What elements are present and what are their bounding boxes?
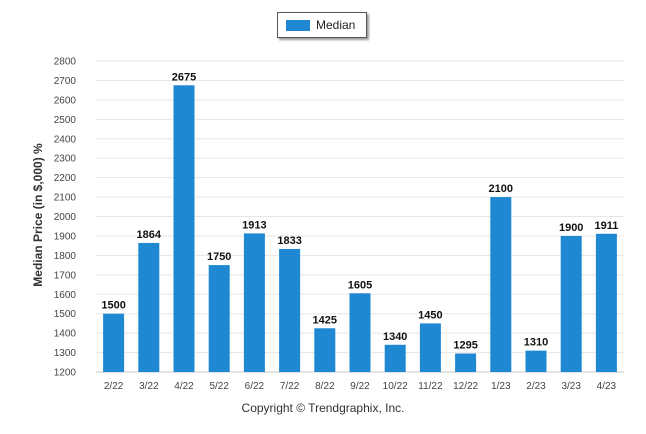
data-label: 1864 [137, 229, 162, 241]
y-tick-label: 2700 [54, 76, 77, 87]
bar-4-23 [595, 233, 617, 372]
x-tick-label: 6/22 [245, 381, 265, 392]
x-axis-ticks: 2/22 3/22 4/22 5/22 6/22 7/22 8/22 9/22 10/22 11/… [104, 381, 617, 392]
data-label: 1295 [453, 340, 477, 352]
y-tick-label: 2000 [54, 212, 77, 223]
x-tick-label: 7/22 [280, 381, 300, 392]
data-label: 1310 [524, 337, 548, 349]
bar-3-22 [138, 242, 160, 372]
y-axis-ticks: 1200 1300 1400 1500 1600 1700 1800 1900 2000 2100… [54, 57, 77, 379]
data-label: 1605 [348, 279, 372, 291]
data-labels: 1500 1864 2675 1750 1913 1833 1425 1605 1340 1450… [101, 71, 618, 351]
bar-11-22 [419, 323, 441, 372]
y-tick-label: 2200 [54, 173, 77, 184]
bar-5-22 [208, 265, 230, 372]
y-tick-label: 1700 [54, 270, 77, 281]
bar-3-23 [560, 235, 582, 372]
bar-12-22 [455, 353, 477, 372]
data-label: 1340 [383, 331, 407, 343]
x-tick-label: 4/23 [597, 381, 617, 392]
legend-label-median: Median [316, 18, 356, 32]
data-label: 1500 [101, 300, 125, 312]
bar-2-22 [103, 313, 125, 372]
y-tick-label: 2400 [54, 134, 77, 145]
y-tick-label: 2300 [54, 154, 77, 165]
data-label: 1833 [277, 235, 301, 247]
bar-7-22 [279, 248, 301, 372]
data-label: 2100 [489, 183, 513, 195]
x-tick-label: 3/23 [561, 381, 581, 392]
y-tick-label: 1500 [54, 309, 77, 320]
bar-8-22 [314, 328, 336, 372]
x-tick-label: 10/22 [383, 381, 408, 392]
data-label: 1911 [594, 220, 618, 232]
y-tick-label: 1200 [54, 368, 77, 379]
y-tick-label: 2600 [54, 95, 77, 106]
x-tick-label: 5/22 [209, 381, 229, 392]
data-label: 2675 [172, 71, 196, 83]
x-tick-label: 2/23 [526, 381, 546, 392]
bar-6-22 [243, 233, 265, 372]
bar-9-22 [349, 293, 371, 372]
y-tick-label: 1300 [54, 348, 77, 359]
data-label: 1425 [313, 314, 337, 326]
data-label: 1913 [242, 219, 266, 231]
data-label: 1450 [418, 309, 442, 321]
x-tick-label: 11/22 [418, 381, 443, 392]
y-tick-label: 2100 [54, 193, 77, 204]
bar-4-22 [173, 85, 195, 372]
bar-2-23 [525, 350, 547, 372]
x-tick-label: 2/22 [104, 381, 124, 392]
y-tick-label: 1900 [54, 231, 77, 242]
x-tick-label: 4/22 [174, 381, 194, 392]
chart-legend: Median [277, 12, 367, 38]
bar-10-22 [384, 344, 406, 372]
x-tick-label: 8/22 [315, 381, 335, 392]
copyright-footer: Copyright © Trendgraphix, Inc. [241, 401, 405, 415]
x-tick-label: 3/22 [139, 381, 159, 392]
bars [103, 85, 617, 372]
y-tick-label: 1400 [54, 329, 77, 340]
y-tick-label: 1800 [54, 251, 77, 262]
data-label: 1750 [207, 251, 231, 263]
y-tick-label: 1600 [54, 290, 77, 301]
y-tick-label: 2800 [54, 57, 77, 68]
y-tick-label: 2500 [54, 115, 77, 126]
x-tick-label: 1/23 [491, 381, 511, 392]
bar-1-23 [490, 197, 512, 372]
x-tick-label: 12/22 [453, 381, 478, 392]
data-label: 1900 [559, 222, 583, 234]
legend-swatch-median [286, 19, 310, 31]
x-tick-label: 9/22 [350, 381, 370, 392]
